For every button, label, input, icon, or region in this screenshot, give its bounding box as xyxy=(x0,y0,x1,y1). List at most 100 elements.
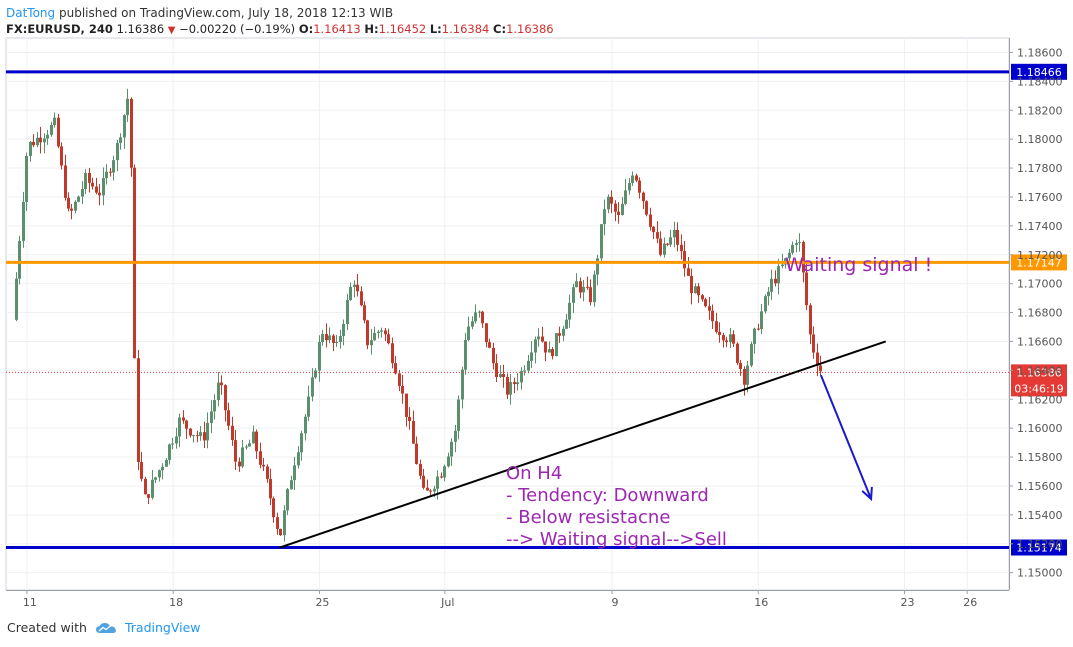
candle-up xyxy=(217,382,220,400)
candle-down xyxy=(147,494,150,498)
horizontal-levels: 1.18466 1.17147 1.15174 1.16386 03:46:19 xyxy=(6,63,1067,556)
candle-down xyxy=(109,171,112,173)
candle-up xyxy=(154,477,157,480)
open-label: O: xyxy=(298,22,314,36)
price-tick-label: 1.18200 xyxy=(1017,104,1063,117)
candle-down xyxy=(60,146,63,166)
candle-down xyxy=(405,393,408,417)
candle-down xyxy=(541,336,544,342)
candle-up xyxy=(213,399,216,412)
close-value: 1.16386 xyxy=(506,22,554,36)
price-tick-label: 1.15800 xyxy=(1017,451,1063,464)
candle-up xyxy=(335,342,338,344)
candle-up xyxy=(777,266,780,284)
sell-arrow-head xyxy=(861,486,873,502)
candle-down xyxy=(332,335,335,343)
candle-up xyxy=(77,196,80,202)
candle-up xyxy=(631,175,634,183)
candle-up xyxy=(370,340,373,346)
candle-up xyxy=(509,382,512,395)
candle-down xyxy=(704,299,707,307)
published-text: published on TradingView.com, July 18, 2… xyxy=(58,6,394,20)
time-tick-label: 11 xyxy=(23,596,37,609)
candle-up xyxy=(192,435,195,437)
candle-down xyxy=(676,229,679,245)
tradingview-brand-link[interactable]: TradingView xyxy=(124,620,201,635)
candle-down xyxy=(722,335,725,341)
candle-up xyxy=(339,336,342,343)
candle-down xyxy=(816,352,819,366)
candle-up xyxy=(433,488,436,492)
candle-down xyxy=(732,334,735,344)
candle-up xyxy=(53,117,56,125)
candle-down xyxy=(690,275,693,294)
candle-up xyxy=(123,115,126,138)
candle-up xyxy=(346,300,349,325)
candle-up xyxy=(300,433,303,453)
candle-down xyxy=(269,478,272,499)
candle-up xyxy=(311,377,314,397)
price-axis[interactable]: 1.15000 1.15200 1.15400 1.15600 1.15800 1.160… xyxy=(1009,38,1063,590)
candle-down xyxy=(502,373,505,378)
candle-up xyxy=(349,286,352,301)
time-axis[interactable]: 11 18 25 Jul 9 16 23 26 xyxy=(6,590,1009,609)
candle-up xyxy=(81,189,84,197)
time-tick-label: 16 xyxy=(754,596,768,609)
candle-up xyxy=(624,190,627,204)
candle-up xyxy=(304,416,307,434)
candle-up xyxy=(499,373,502,377)
candle-down xyxy=(513,382,516,384)
candle-down xyxy=(492,347,495,364)
candle-down xyxy=(697,286,700,296)
candle-down xyxy=(412,421,415,444)
candle-up xyxy=(293,465,296,481)
author-link[interactable]: DatTong xyxy=(6,6,56,20)
candle-up xyxy=(286,489,289,511)
high-label: H: xyxy=(364,22,379,36)
candle-up xyxy=(555,333,558,356)
candle-up xyxy=(46,134,49,139)
candle-down xyxy=(137,358,140,463)
candle-down xyxy=(276,517,279,529)
candle-down xyxy=(635,175,638,181)
tradingview-cloud-icon xyxy=(95,622,116,633)
candle-up xyxy=(206,422,209,441)
candle-down xyxy=(98,192,101,196)
candle-down xyxy=(642,192,645,202)
price-tick-label: 1.18400 xyxy=(1017,75,1063,88)
candle-up xyxy=(520,371,523,383)
candle-down xyxy=(488,342,491,348)
candle-up xyxy=(596,258,599,275)
candle-down xyxy=(558,333,561,336)
candle-up xyxy=(377,331,380,333)
candle-up xyxy=(791,244,794,253)
candle-up xyxy=(760,311,763,330)
price-change: −0.00220 (−0.19%) xyxy=(179,22,296,36)
price-tick-label: 1.17400 xyxy=(1017,220,1063,233)
candle-up xyxy=(436,476,439,489)
candle-up xyxy=(474,312,477,322)
analysis-note-line: --> Waiting signal-->Sell xyxy=(506,529,727,550)
resistance_top-price-label: 1.18466 xyxy=(1016,66,1062,79)
candle-up xyxy=(464,339,467,370)
candle-down xyxy=(185,420,188,429)
candle-up xyxy=(527,360,530,371)
price-tick-label: 1.16800 xyxy=(1017,307,1063,320)
time-tick-label: 26 xyxy=(963,596,977,609)
candle-down xyxy=(506,377,509,395)
candle-up xyxy=(373,332,376,341)
price-tick-label: 1.16000 xyxy=(1017,422,1063,435)
last-price: 1.16386 xyxy=(116,22,165,36)
chart-grid xyxy=(5,37,1010,591)
candle-down xyxy=(279,528,282,536)
candle-down xyxy=(638,180,641,193)
candle-down xyxy=(220,382,223,386)
candle-up xyxy=(119,137,122,143)
candle-up xyxy=(764,296,767,312)
time-tick-label: 25 xyxy=(315,596,329,609)
candle-up xyxy=(593,274,596,303)
candle-down xyxy=(649,214,652,227)
candle-up xyxy=(105,171,108,179)
candle-down xyxy=(652,226,655,233)
